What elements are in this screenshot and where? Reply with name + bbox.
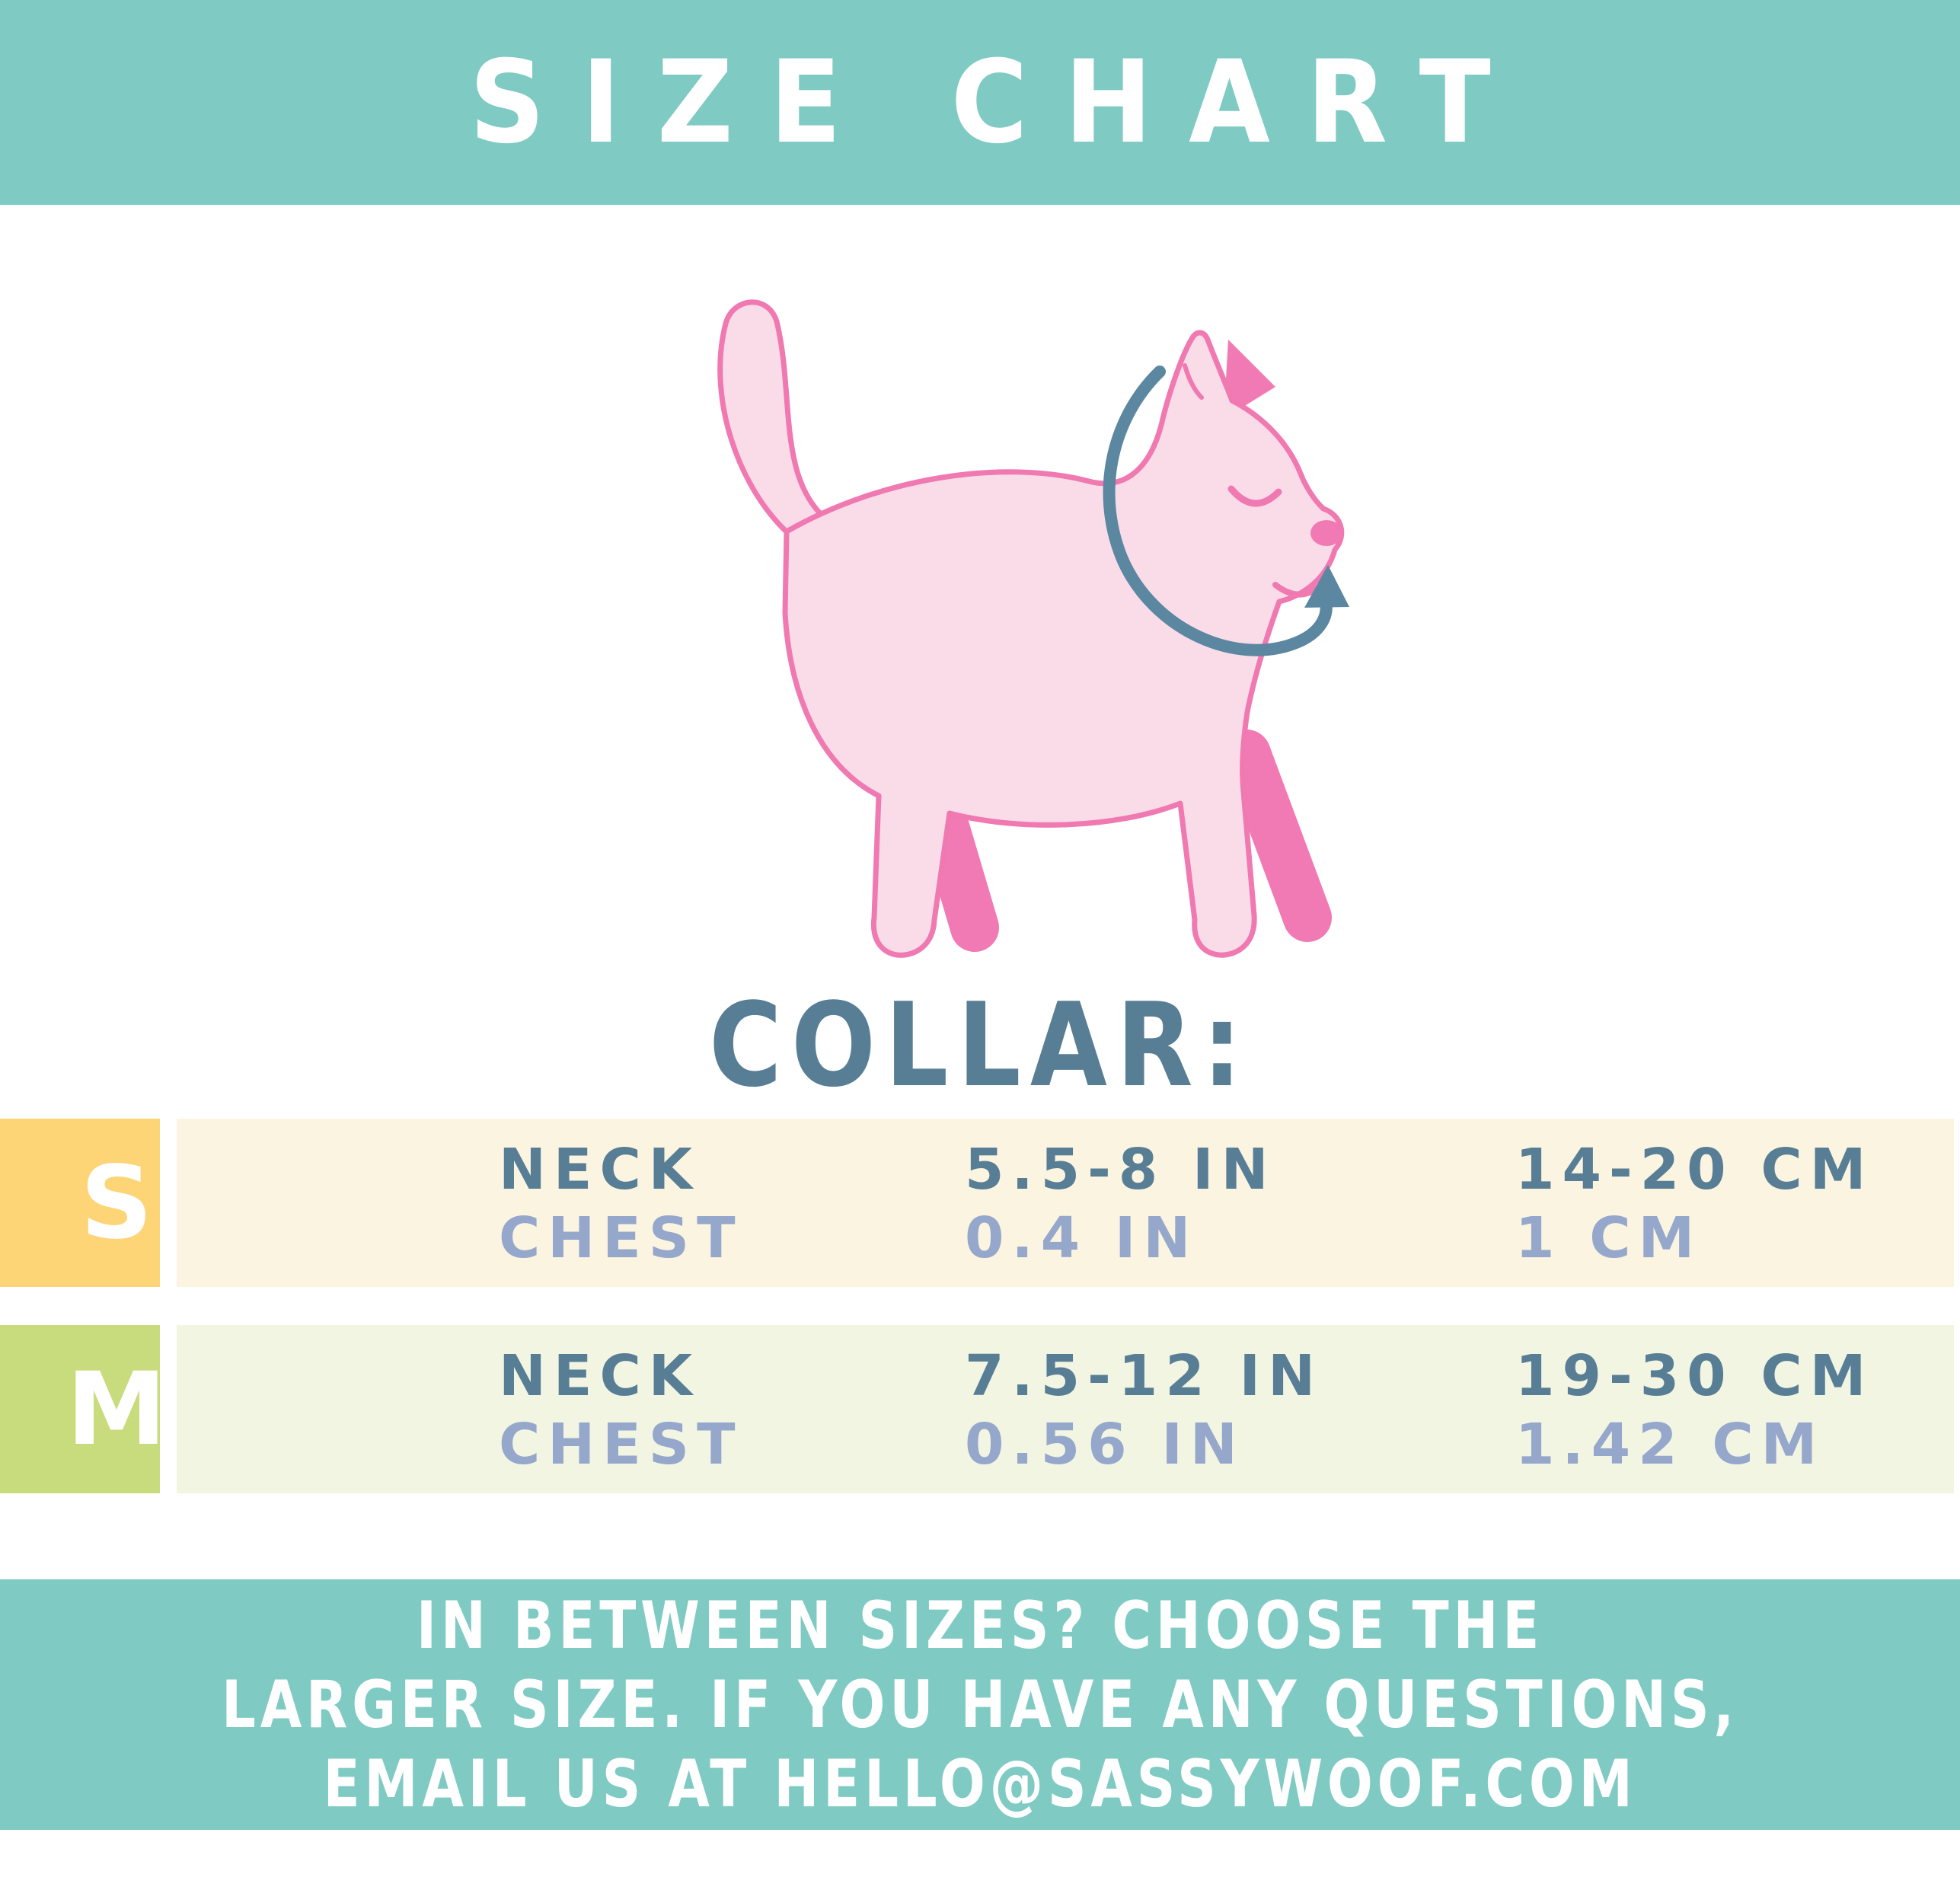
collar-section-heading: COLLAR: [708,978,1252,1113]
cat-illustration-svg [717,299,1349,958]
size-letter-s: S [80,1144,153,1262]
footer-line-3: EMAIL US AT HELLO@SASSYWOOF.COM [323,1745,1637,1822]
chest-in-m: 0.56 IN [965,1412,1245,1477]
size-m-measure-band: NECK CHEST 7.5-12 IN 0.56 IN 19-30 CM 1.… [177,1325,1954,1493]
cat-far-ear [1224,340,1275,419]
footer-line-2: LARGER SIZE. IF YOU HAVE ANY QUESTIONS, [222,1666,1738,1743]
cat-far-front-leg [1222,730,1332,942]
neck-in-s: 5.5-8 IN [965,1137,1276,1202]
cat-body [782,330,1345,958]
cat-collar-illustration [590,267,1397,975]
neck-label-m: NECK [499,1343,701,1409]
measure-values-in-s: 5.5-8 IN 0.4 IN [965,1135,1276,1272]
size-row-s: S NECK CHEST 5.5-8 IN 0.4 IN 14-20 CM 1 … [0,1119,1960,1287]
cat-tail [717,299,828,538]
measure-loop-icon [1103,366,1333,656]
footer-note: IN BETWEEN SIZES? CHOOSE THE LARGER SIZE… [0,1586,1960,1824]
page-title: SIZE CHART [469,36,1527,169]
neck-label-s: NECK [499,1137,701,1202]
measure-values-cm-m: 19-30 CM 1.42 CM [1515,1342,1873,1479]
chest-cm-m: 1.42 CM [1515,1412,1825,1477]
neck-cm-s: 14-20 CM [1515,1137,1874,1202]
chest-cm-s: 1 CM [1515,1205,1703,1271]
measure-labels-s: NECK CHEST [499,1135,743,1272]
chest-label-s: CHEST [499,1205,743,1271]
chest-label-m: CHEST [499,1412,743,1477]
measure-arrowhead-icon [1304,565,1349,608]
measure-values-cm-s: 14-20 CM 1 CM [1515,1135,1873,1272]
measure-labels-m: NECK CHEST [499,1342,743,1479]
footer-band: IN BETWEEN SIZES? CHOOSE THE LARGER SIZE… [0,1579,1960,1830]
size-letter-m: M [66,1350,167,1468]
neck-cm-m: 19-30 CM [1515,1343,1874,1409]
neck-in-m: 7.5-12 IN [965,1343,1323,1409]
cat-eye [1227,485,1282,507]
header-band: SIZE CHART [0,0,1960,205]
measure-values-in-m: 7.5-12 IN 0.56 IN [965,1342,1323,1479]
cat-nose [1310,520,1342,546]
size-s-measure-band: NECK CHEST 5.5-8 IN 0.4 IN 14-20 CM 1 CM [177,1119,1954,1287]
size-row-m: M NECK CHEST 7.5-12 IN 0.56 IN 19-30 CM … [0,1325,1960,1493]
chest-in-s: 0.4 IN [965,1205,1199,1271]
size-badge-s: S [0,1119,160,1287]
cat-inner-ear-line [1183,363,1204,400]
footer-line-1: IN BETWEEN SIZES? CHOOSE THE [416,1587,1544,1664]
size-badge-m: M [0,1325,167,1493]
